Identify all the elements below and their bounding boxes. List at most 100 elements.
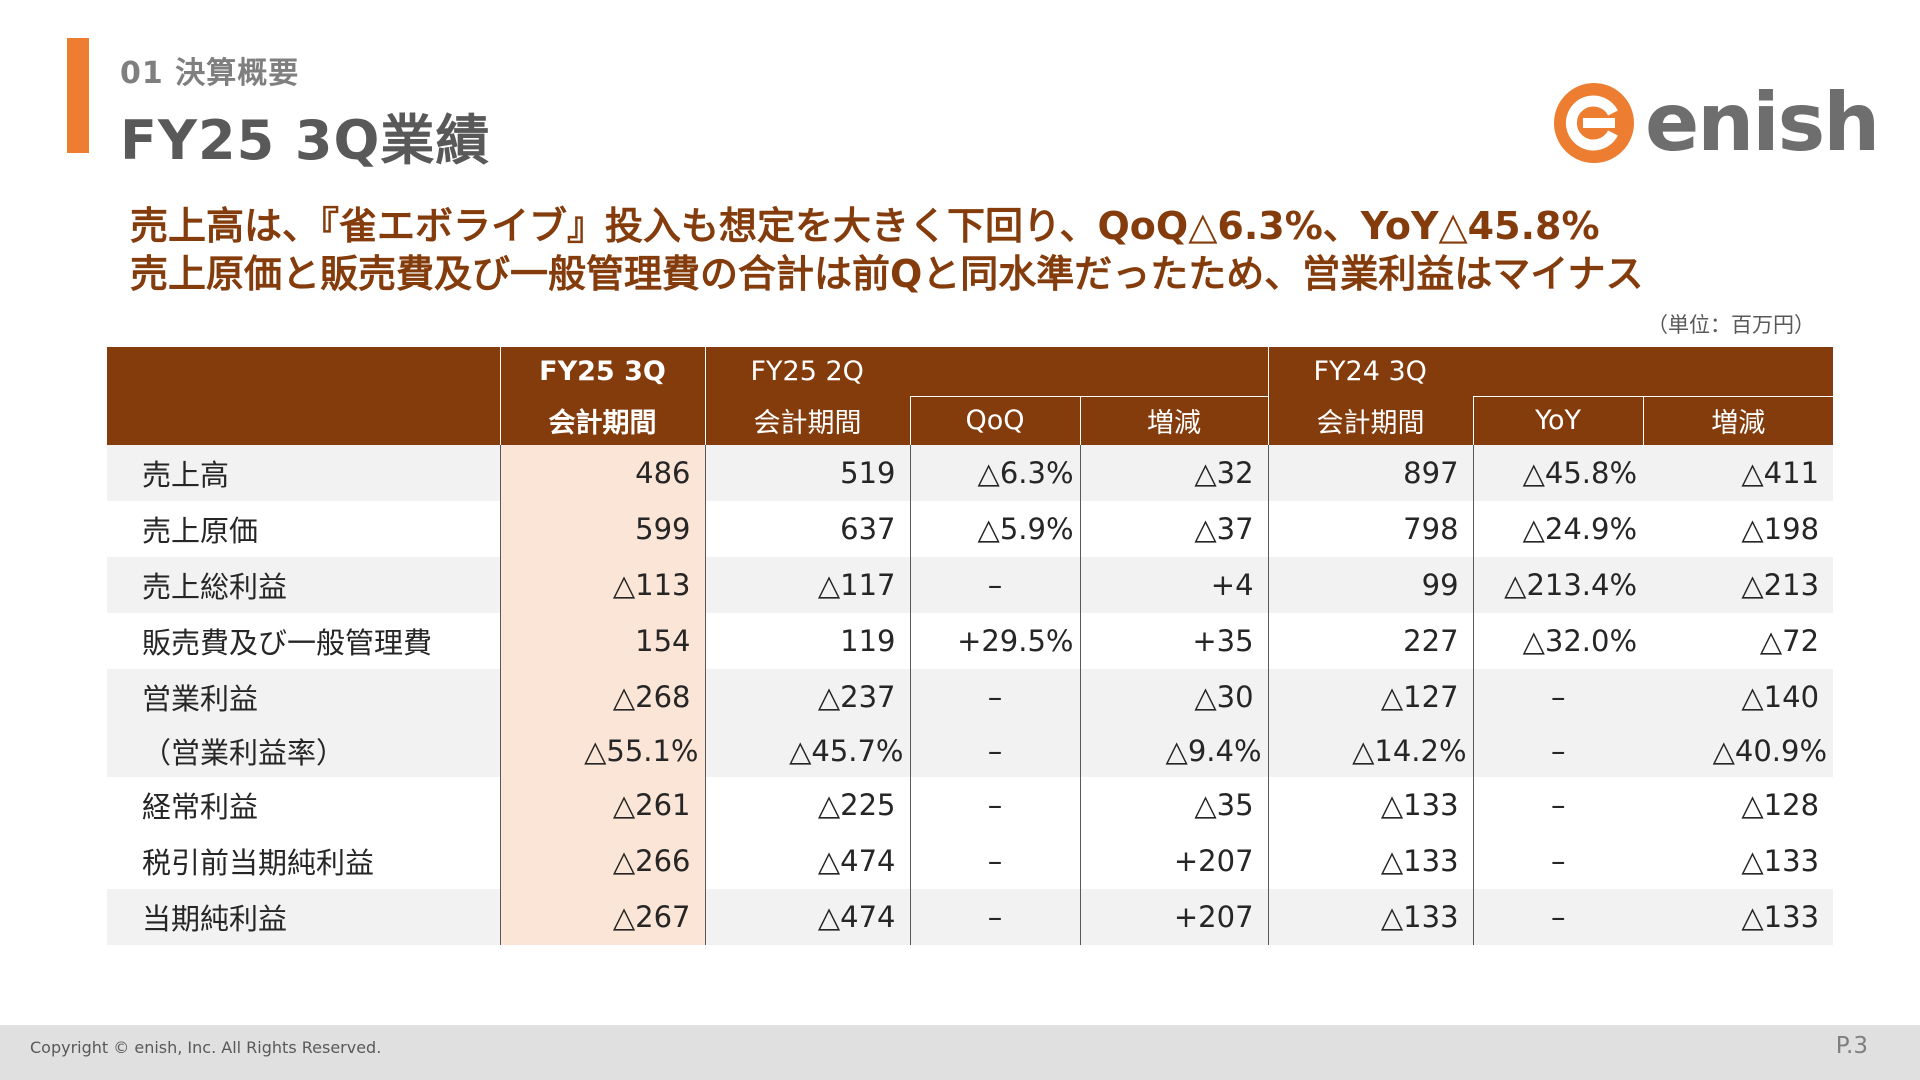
table-header-row-2: 会計期間 会計期間 QoQ 増減 会計期間 YoY 増減: [107, 395, 1834, 445]
cell-fy24-3q: 897: [1267, 445, 1474, 501]
cell-fy24-3q: △133: [1267, 833, 1474, 889]
header-qoq-diff: 増減: [1079, 395, 1269, 445]
cell-yoy: △32.0%: [1472, 613, 1644, 669]
cell-yoy-diff: △128: [1741, 788, 1820, 822]
cell-fy24-3q: 99: [1267, 557, 1474, 613]
cell-fy25-2q: 119: [704, 613, 910, 669]
header-fy24-3q: FY24 3Q: [1267, 347, 1834, 396]
cell-yoy: –: [1472, 889, 1644, 945]
cell-fy25-2q: 637: [704, 501, 910, 557]
header-fy25-3q-sub: 会計期間: [499, 396, 705, 445]
cell-fy25-2q: 519: [704, 445, 910, 501]
enish-logo-text: enish: [1645, 76, 1880, 169]
cell-yoy: –: [1472, 669, 1644, 725]
table-row: 売上総利益 △113 △117 – +4 99 △213.4% △213: [107, 557, 1834, 613]
cell-yoy: –: [1472, 777, 1644, 833]
cell-qoq-diff: +207: [1079, 833, 1269, 889]
page-title: FY25 3Q業績: [120, 109, 491, 172]
cell-qoq-diff: △37: [1079, 501, 1269, 557]
title-accent-bar: [67, 38, 89, 153]
row-label: 売上原価: [142, 514, 259, 548]
cell-qoq-diff: +4: [1079, 557, 1269, 613]
cell-yoy-diff: △411: [1643, 445, 1834, 501]
unit-note: （単位：百万円）: [1647, 313, 1815, 337]
cell-qoq: △6.3%: [909, 445, 1080, 501]
cell-fy25-3q: △267: [499, 889, 705, 945]
footer-bar: [0, 1025, 1920, 1080]
cell-qoq-diff: △35: [1079, 777, 1269, 833]
cell-qoq-diff: △32: [1079, 445, 1269, 501]
table-row: 販売費及び一般管理費 154 119 +29.5% +35 227 △32.0%…: [107, 613, 1833, 669]
cell-yoy-diff: △213: [1643, 557, 1834, 613]
cell-fy25-2q: △474: [704, 833, 910, 889]
cell-fy25-3q: △261: [499, 777, 705, 833]
cell-qoq: –: [909, 725, 1080, 777]
table-header-row-1: FY25 3Q FY25 2Q FY24 3Q: [107, 347, 1834, 445]
cell-yoy-diff: △198: [1741, 512, 1820, 546]
header-yoy: YoY: [1472, 395, 1644, 445]
copyright-text: Copyright © enish, Inc. All Rights Reser…: [30, 1038, 382, 1057]
cell-fy25-3q: △268: [499, 669, 705, 725]
cell-yoy-diff: △40.9%: [1643, 725, 1834, 777]
cell-qoq: –: [909, 889, 1080, 945]
table-row: 税引前当期純利益 △266 △474 – +207 △133 – △133: [107, 833, 1833, 889]
row-label: 当期純利益: [107, 889, 500, 945]
header-fy25-3q: FY25 3Q: [499, 347, 705, 396]
cell-fy25-2q: △117: [704, 557, 910, 613]
results-table: FY25 3Q FY25 2Q FY24 3Q 会計期間 会計期間 QoQ 増減…: [107, 347, 1834, 945]
cell-qoq: –: [909, 669, 1080, 725]
row-label: 売上高: [107, 445, 500, 501]
headline-line-1: 売上高は、『雀エボライブ』投入も想定を大きく下回り、QoQ△6.3%、YoY△4…: [130, 204, 1600, 248]
table-row: 経常利益 △261 △225 – △35 △133 – △128: [107, 777, 1833, 833]
table-row: 当期純利益 △267 △474 – +207 △133 – △133: [107, 889, 1834, 945]
row-label: 経常利益: [142, 790, 259, 824]
cell-qoq: –: [909, 833, 1080, 889]
enish-logo-icon: [1554, 83, 1634, 163]
cell-fy24-3q: 227: [1267, 613, 1474, 669]
cell-yoy-diff: △133: [1643, 889, 1834, 945]
cell-yoy: –: [1472, 833, 1644, 889]
cell-fy24-3q: △133: [1267, 777, 1474, 833]
cell-qoq: +29.5%: [909, 613, 1080, 669]
row-label: 売上総利益: [107, 557, 500, 613]
headline: 売上高は、『雀エボライブ』投入も想定を大きく下回り、QoQ△6.3%、YoY△4…: [130, 202, 1644, 298]
header-blank: [107, 347, 500, 445]
cell-fy25-2q: △237: [704, 669, 910, 725]
header-fy25-2q-sub: 会計期間: [704, 396, 910, 445]
cell-qoq: △5.9%: [909, 501, 1080, 557]
cell-qoq-diff: △30: [1079, 669, 1269, 725]
cell-yoy: –: [1472, 725, 1644, 777]
table-row: 売上高 486 519 △6.3% △32 897 △45.8% △411: [107, 445, 1834, 501]
headline-line-2: 売上原価と販売費及び一般管理費の合計は前Qと同水準だったため、営業利益はマイナス: [130, 252, 1644, 296]
header-qoq: QoQ: [909, 395, 1080, 445]
cell-fy25-3q: 599: [499, 501, 705, 557]
cell-fy25-3q: △113: [499, 557, 705, 613]
cell-fy25-3q: △266: [499, 833, 705, 889]
cell-qoq-diff: +35: [1079, 613, 1269, 669]
header-fy24-3q-sub: 会計期間: [1267, 396, 1474, 445]
row-label: 税引前当期純利益: [142, 846, 375, 880]
table-row: 売上原価 599 637 △5.9% △37 798 △24.9% △198: [107, 501, 1833, 557]
row-label: 販売費及び一般管理費: [142, 626, 433, 660]
cell-yoy: △45.8%: [1472, 445, 1644, 501]
cell-qoq-diff: △9.4%: [1079, 725, 1269, 777]
cell-fy25-3q: 486: [499, 445, 705, 501]
page-number: P.3: [1835, 1033, 1868, 1059]
cell-qoq: –: [909, 557, 1080, 613]
cell-fy25-2q: △45.7%: [704, 725, 910, 777]
cell-fy24-3q: △14.2%: [1267, 725, 1474, 777]
enish-logo: enish: [1553, 76, 1880, 169]
row-label: 営業利益: [107, 669, 500, 725]
cell-fy24-3q: △133: [1267, 889, 1474, 945]
cell-fy24-3q: △127: [1267, 669, 1474, 725]
table-row: （営業利益率） △55.1% △45.7% – △9.4% △14.2% – △…: [107, 725, 1834, 777]
cell-fy25-2q: △474: [704, 889, 910, 945]
cell-yoy-diff: △133: [1741, 844, 1820, 878]
cell-qoq-diff: +207: [1079, 889, 1269, 945]
cell-yoy: △213.4%: [1472, 557, 1644, 613]
cell-fy25-3q: △55.1%: [499, 725, 705, 777]
section-label: 01 決算概要: [120, 56, 300, 91]
cell-fy25-2q: △225: [704, 777, 910, 833]
cell-yoy-diff: △140: [1643, 669, 1834, 725]
cell-yoy-diff: △72: [1759, 624, 1820, 658]
